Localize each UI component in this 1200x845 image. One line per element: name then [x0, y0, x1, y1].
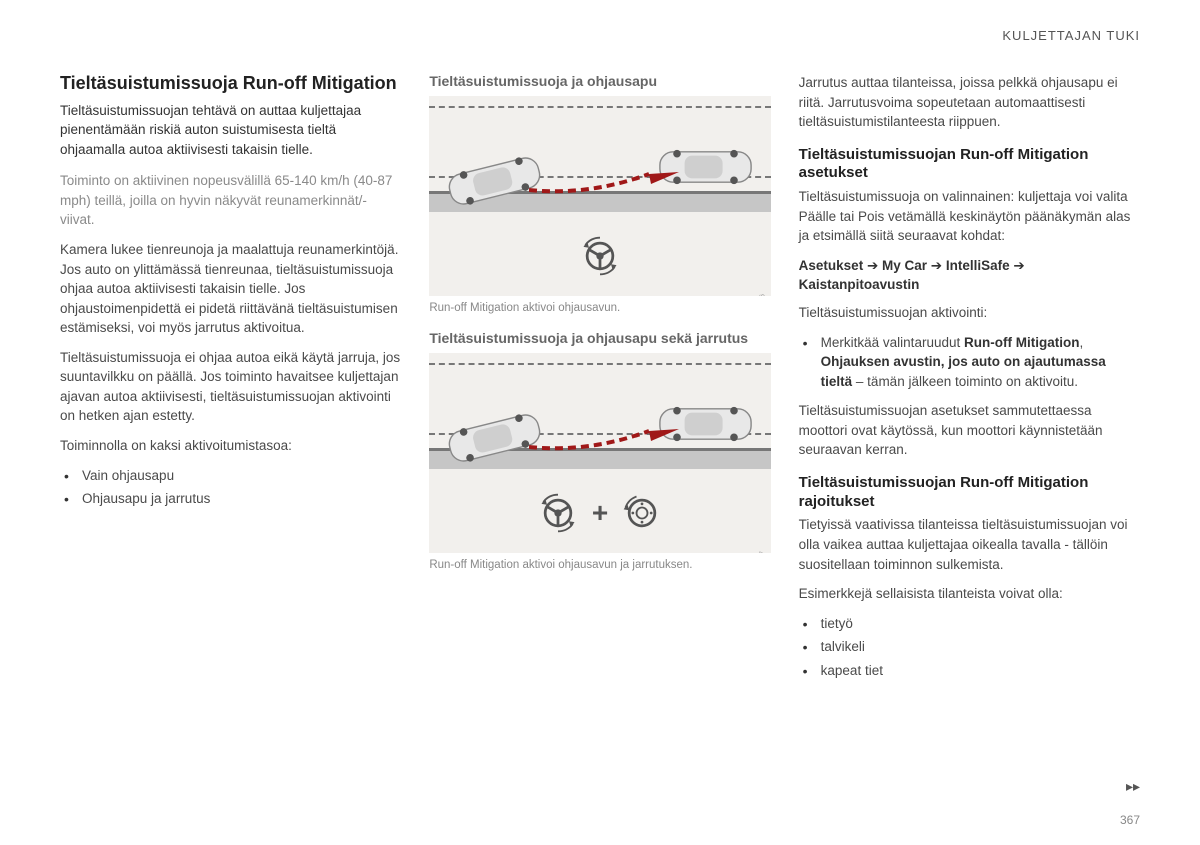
- arrow-icon: ➔: [867, 258, 882, 273]
- settings-path: Asetukset ➔ My Car ➔ IntelliSafe ➔ Kaist…: [799, 256, 1140, 295]
- steering-wheel-icon: [536, 491, 580, 535]
- trajectory-arrow: [529, 166, 699, 196]
- nav-step: My Car: [882, 258, 927, 273]
- arrow-icon: ➔: [931, 258, 946, 273]
- list-item: talvikeli: [799, 637, 1140, 657]
- diagram-steering-brake: + G059657: [429, 353, 770, 553]
- continue-icon: ▸▸: [1126, 778, 1140, 795]
- paragraph: Toiminnolla on kaksi aktivoitumistasoa:: [60, 436, 401, 456]
- paragraph: Jarrutus auttaa tilanteissa, joissa pelk…: [799, 73, 1140, 132]
- bullet-list: tietyö talvikeli kapeat tiet: [799, 614, 1140, 681]
- nav-step: Asetukset: [799, 258, 864, 273]
- paragraph: Tietyissä vaativissa tilanteissa tieltäs…: [799, 515, 1140, 574]
- text: ,: [1079, 335, 1083, 350]
- lane-dash: [429, 106, 770, 108]
- list-item: Vain ohjausapu: [60, 466, 401, 486]
- bullet-list: Vain ohjausapu Ohjausapu ja jarrutus: [60, 466, 401, 509]
- figure-heading: Tieltäsuistumissuoja ja ohjausapu sekä j…: [429, 330, 770, 347]
- column-1: Tieltäsuistumissuoja Run-off Mitigation …: [60, 73, 401, 690]
- image-code: G059656: [759, 294, 769, 296]
- image-code: G059657: [759, 551, 769, 553]
- paragraph: Tieltäsuistumissuojan asetukset sammutet…: [799, 401, 1140, 460]
- text: Merkitkää valintaruudut: [821, 335, 964, 350]
- paragraph: Esimerkkejä sellaisista tilanteista voiv…: [799, 584, 1140, 604]
- brake-disc-icon: [620, 491, 664, 535]
- text: – tämän jälkeen toiminto on aktivoitu.: [852, 374, 1078, 389]
- diagram-steering: G059656: [429, 96, 770, 296]
- figure-heading: Tieltäsuistumissuoja ja ohjausapu: [429, 73, 770, 90]
- nav-step: IntelliSafe: [946, 258, 1010, 273]
- icon-row: [429, 216, 770, 296]
- paragraph: Toiminto on aktiivinen nopeusvälillä 65-…: [60, 171, 401, 230]
- figure-caption: Run-off Mitigation aktivoi ohjausavun.: [429, 300, 770, 317]
- trajectory-arrow: [529, 423, 699, 453]
- bullet-list: Merkitkää valintaruudut Run-off Mitigati…: [799, 333, 1140, 392]
- section-header: KULJETTAJAN TUKI: [60, 28, 1140, 43]
- intro-text: Tieltäsuistumissuojan tehtävä on auttaa …: [60, 101, 401, 160]
- text-bold: Run-off Mitigation: [964, 335, 1079, 350]
- steering-wheel-icon: [578, 234, 622, 278]
- list-item: Merkitkää valintaruudut Run-off Mitigati…: [799, 333, 1140, 392]
- page-number: 367: [1120, 813, 1140, 827]
- plus-icon: +: [592, 493, 608, 534]
- paragraph: Kamera lukee tienreunoja ja maalattuja r…: [60, 240, 401, 338]
- arrow-icon: ➔: [1013, 258, 1024, 273]
- subheading: Tieltäsuistumissuojan Run-off Mitigation…: [799, 146, 1140, 184]
- figure-caption: Run-off Mitigation aktivoi ohjausavun ja…: [429, 557, 770, 574]
- list-item: kapeat tiet: [799, 661, 1140, 681]
- lane-dash: [429, 363, 770, 365]
- column-3: Jarrutus auttaa tilanteissa, joissa pelk…: [799, 73, 1140, 690]
- paragraph: Tieltäsuistumissuoja on valinnainen: kul…: [799, 187, 1140, 246]
- column-2: Tieltäsuistumissuoja ja ohjausapu: [429, 73, 770, 690]
- nav-step: Kaistanpitoavustin: [799, 277, 920, 292]
- icon-row: +: [429, 473, 770, 553]
- page-title: Tieltäsuistumissuoja Run-off Mitigation: [60, 73, 401, 95]
- subheading: Tieltäsuistumissuojan Run-off Mitigation…: [799, 474, 1140, 512]
- list-item: Ohjausapu ja jarrutus: [60, 489, 401, 509]
- list-item: tietyö: [799, 614, 1140, 634]
- paragraph: Tieltäsuistumissuojan aktivointi:: [799, 303, 1140, 323]
- page-columns: Tieltäsuistumissuoja Run-off Mitigation …: [60, 73, 1140, 690]
- paragraph: Tieltäsuistumissuoja ei ohjaa autoa eikä…: [60, 348, 401, 426]
